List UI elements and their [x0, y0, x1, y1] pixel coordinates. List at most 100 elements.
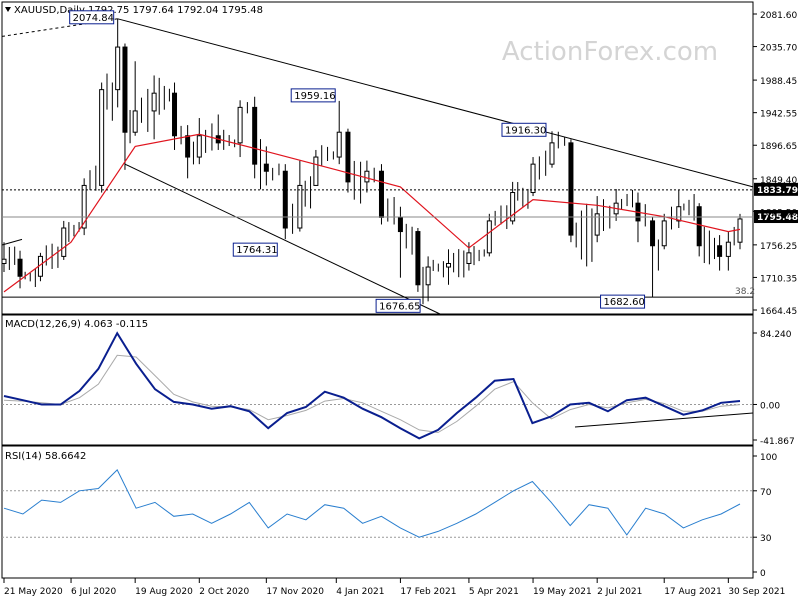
x-tick-label: 5 Apr 2021 — [469, 587, 519, 597]
candle-body — [725, 241, 731, 257]
price-y-tick-label: 2081.60 — [760, 11, 797, 21]
candle-body — [81, 184, 87, 229]
key-point-label: 1959.16 — [294, 91, 335, 102]
macd-y-tick-label: 84.240 — [760, 330, 792, 340]
price-y-tick-label: 1664.45 — [760, 307, 797, 317]
candle-body — [676, 206, 682, 222]
candle-body — [510, 192, 516, 222]
watermark: ActionForex.com — [502, 37, 718, 67]
candle-body — [252, 106, 258, 165]
candle-body — [486, 220, 492, 254]
macd-pane — [1, 314, 754, 446]
candle-body — [425, 266, 431, 286]
candle-body — [99, 89, 105, 186]
candle-body — [364, 170, 370, 183]
macd-title: MACD(12,26,9) 4.063 -0.115 — [5, 319, 148, 330]
price-y-tick-label: 1803.50 — [760, 208, 797, 218]
price-tag-label: 1833.79 — [757, 186, 798, 196]
collapse-triangle-icon[interactable] — [5, 7, 11, 12]
x-tick-label: 2 Jul 2021 — [597, 587, 642, 597]
key-point-label-box — [232, 242, 278, 257]
rsi-pane — [1, 445, 754, 579]
candle-body — [594, 213, 600, 236]
candle-body — [115, 46, 121, 91]
price-y-tick-label: 2035.70 — [760, 44, 797, 54]
candle-body — [122, 46, 128, 133]
candle-body — [297, 184, 303, 229]
candle-body — [172, 92, 178, 137]
key-point-label-box — [69, 10, 115, 25]
macd-y-tick-label: 0.00 — [760, 401, 780, 411]
x-tick-label: 17 Aug 2021 — [664, 587, 722, 597]
key-point-label-box — [290, 88, 336, 103]
price-y-tick-label: 1988.45 — [760, 77, 797, 87]
key-point-label: 2074.84 — [73, 13, 114, 24]
candle-body — [345, 131, 351, 183]
candle-body — [237, 106, 243, 144]
symbol-header: XAUUSD,Daily 1792.75 1797.64 1792.04 179… — [14, 5, 263, 16]
candle-body — [313, 156, 319, 186]
key-point-label: 1916.30 — [505, 125, 546, 136]
price-tag-bg — [754, 182, 798, 196]
rsi-y-tick-label: 100 — [760, 453, 777, 463]
left-trendline-stub — [1, 238, 23, 246]
key-point-label: 1676.65 — [379, 301, 420, 312]
candle-body — [397, 216, 403, 233]
key-point-label-box — [501, 122, 547, 137]
rsi-y-tick-label: 0 — [760, 569, 766, 579]
fib-level-label: 38.2 — [735, 287, 755, 297]
x-tick-label: 17 Nov 2020 — [266, 587, 324, 597]
candle-body — [737, 218, 743, 243]
price-y-tick-label: 1896.65 — [760, 142, 797, 152]
candle-body — [549, 142, 555, 165]
candle-body — [151, 92, 157, 112]
x-tick-label: 19 Aug 2020 — [135, 587, 193, 597]
price-y-tick-label: 1849.40 — [760, 176, 797, 186]
candle-body — [61, 227, 67, 257]
key-point-label-box — [375, 298, 421, 313]
candle-body — [132, 110, 138, 133]
candle-body — [336, 131, 342, 158]
x-tick-label: 2 Oct 2020 — [199, 587, 249, 597]
x-tick-label: 6 Jul 2020 — [71, 587, 116, 597]
key-point-label: 1764.31 — [236, 245, 277, 256]
rsi-y-tick-label: 70 — [760, 488, 772, 498]
x-tick-label: 4 Jan 2021 — [336, 587, 384, 597]
resistance-trendline — [117, 18, 754, 188]
candle-body — [650, 220, 656, 247]
key-point-label-box — [600, 294, 646, 309]
candle-body — [196, 135, 202, 158]
rsi-y-tick-label: 30 — [760, 534, 772, 544]
rsi-line — [3, 469, 741, 538]
macd-y-tick-label: -41.867 — [760, 437, 795, 447]
price-y-tick-label: 1710.35 — [760, 274, 797, 284]
candle-body — [717, 245, 723, 257]
rsi-title: RSI(14) 58.6642 — [5, 451, 86, 462]
candle-body — [530, 163, 536, 194]
candle-body — [415, 231, 421, 286]
x-tick-label: 19 May 2021 — [533, 587, 592, 597]
price-y-tick-label: 1942.55 — [760, 110, 797, 120]
candle-body — [282, 170, 288, 229]
candle-body — [661, 220, 667, 247]
candle-body — [1, 258, 7, 264]
support-trendline — [124, 163, 441, 315]
price-tag-label: 1795.48 — [757, 213, 798, 223]
price-y-tick-label: 1756.25 — [760, 242, 797, 252]
candle-body — [185, 135, 191, 158]
x-tick-label: 17 Feb 2021 — [400, 587, 456, 597]
macd-line — [3, 331, 741, 440]
candle-body — [696, 206, 702, 247]
price-pane — [1, 1, 754, 315]
candle-body — [568, 142, 574, 236]
candle-body — [378, 170, 384, 218]
macd-trendline — [574, 412, 754, 428]
key-point-label: 1682.60 — [604, 297, 645, 308]
candle-body — [17, 258, 23, 277]
x-tick-label: 21 May 2020 — [4, 587, 63, 597]
candle-body — [446, 262, 452, 268]
candle-body — [466, 252, 472, 264]
x-tick-label: 30 Sep 2021 — [728, 587, 785, 597]
